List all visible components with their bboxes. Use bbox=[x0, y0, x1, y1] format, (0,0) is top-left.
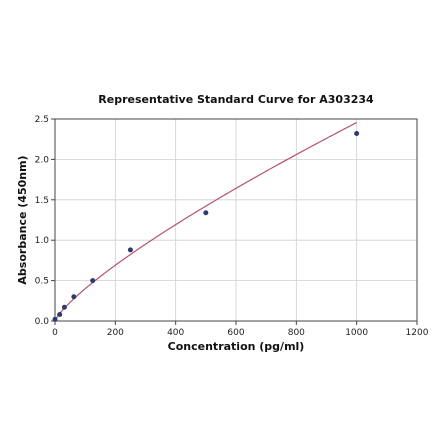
x-tick-label: 600 bbox=[227, 328, 244, 338]
x-axis-label: Concentration (pg/ml) bbox=[168, 340, 305, 353]
grid bbox=[54, 118, 418, 322]
fit-curve bbox=[54, 121, 357, 321]
x-tick-label: 0 bbox=[52, 328, 58, 338]
x-tick-label: 1000 bbox=[345, 328, 368, 338]
x-tick-label: 200 bbox=[107, 328, 124, 338]
x-tick-label: 800 bbox=[288, 328, 305, 338]
x-tick-label: 1200 bbox=[406, 328, 429, 338]
y-tick-label: 0.0 bbox=[35, 317, 50, 327]
data-points bbox=[52, 131, 360, 322]
x-axis-ticks: 0 200 400 600 800 1000 1200 bbox=[52, 321, 429, 338]
data-point bbox=[354, 131, 360, 137]
data-point bbox=[52, 316, 58, 322]
data-point bbox=[61, 304, 67, 310]
y-axis-ticks: 0.0 0.5 1.0 1.5 2.0 2.5 bbox=[35, 115, 55, 327]
y-tick-label: 1.5 bbox=[35, 196, 49, 206]
y-axis-label: Absorbance (450nm) bbox=[16, 155, 29, 284]
x-tick-label: 400 bbox=[167, 328, 184, 338]
y-tick-label: 2.0 bbox=[35, 155, 50, 165]
data-point bbox=[127, 247, 133, 253]
y-tick-label: 1.0 bbox=[35, 236, 50, 246]
data-point bbox=[57, 312, 63, 318]
y-tick-label: 2.5 bbox=[35, 115, 49, 125]
data-point bbox=[71, 294, 77, 300]
y-tick-label: 0.5 bbox=[35, 277, 49, 287]
data-point bbox=[203, 210, 209, 216]
chart-title: Representative Standard Curve for A30323… bbox=[98, 93, 374, 106]
data-point bbox=[90, 278, 96, 284]
